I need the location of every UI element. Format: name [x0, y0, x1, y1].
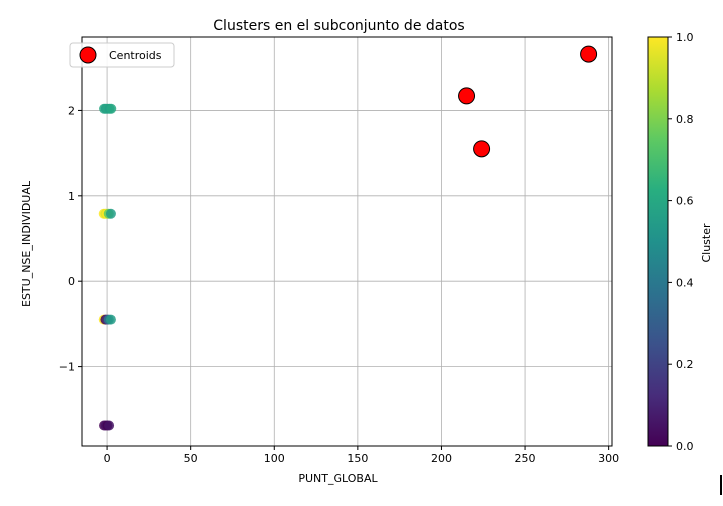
chart-title: Clusters en el subconjunto de datos [213, 18, 464, 34]
grid [82, 37, 612, 446]
x-tick-label: 100 [264, 452, 285, 465]
x-tick-label: 150 [347, 452, 368, 465]
centroid-marker [580, 45, 598, 63]
data-point [106, 103, 117, 114]
centroid-marker [458, 87, 476, 105]
colorbar [647, 36, 669, 447]
legend-label-centroids: Centroids [109, 49, 162, 62]
legend-box [69, 42, 175, 68]
y-axis-ticks: −1 0 1 2 [59, 104, 82, 374]
colorbar-tick-label: 0.4 [676, 276, 694, 289]
y-tick-label: −1 [59, 361, 75, 374]
centroid-marker [473, 140, 491, 158]
legend: Centroids [69, 42, 175, 68]
colorbar-tick-label: 0.2 [676, 358, 694, 371]
axes-frame [81, 36, 613, 447]
colorbar-tick-label: 0.6 [676, 195, 694, 208]
data-point [104, 420, 115, 431]
x-tick-label: 200 [431, 452, 452, 465]
colorbar-ticks: 0.0 0.2 0.4 0.6 0.8 1.0 [668, 31, 694, 453]
x-axis-label: PUNT_GLOBAL [298, 472, 378, 485]
colorbar-tick-label: 0.8 [676, 113, 694, 126]
colorbar-tick-label: 0.0 [676, 440, 694, 453]
x-tick-label: 50 [184, 452, 198, 465]
y-tick-label: 2 [68, 104, 75, 117]
y-tick-label: 0 [68, 275, 75, 288]
edge-marker [720, 475, 722, 495]
y-axis-label: ESTU_NSE_INDIVIDUAL [20, 180, 33, 307]
x-axis-ticks: 0 50 100 150 200 250 300 [104, 446, 619, 465]
x-tick-label: 0 [104, 452, 111, 465]
colorbar-label: Cluster [700, 223, 713, 263]
legend-centroid-marker [79, 46, 97, 64]
x-tick-label: 250 [515, 452, 536, 465]
colorbar-tick-label: 1.0 [676, 31, 694, 44]
x-tick-label: 300 [598, 452, 619, 465]
centroids [458, 45, 598, 158]
data-point [105, 314, 116, 325]
y-tick-label: 1 [68, 190, 75, 203]
data-point [105, 208, 116, 219]
data-points [98, 103, 117, 431]
